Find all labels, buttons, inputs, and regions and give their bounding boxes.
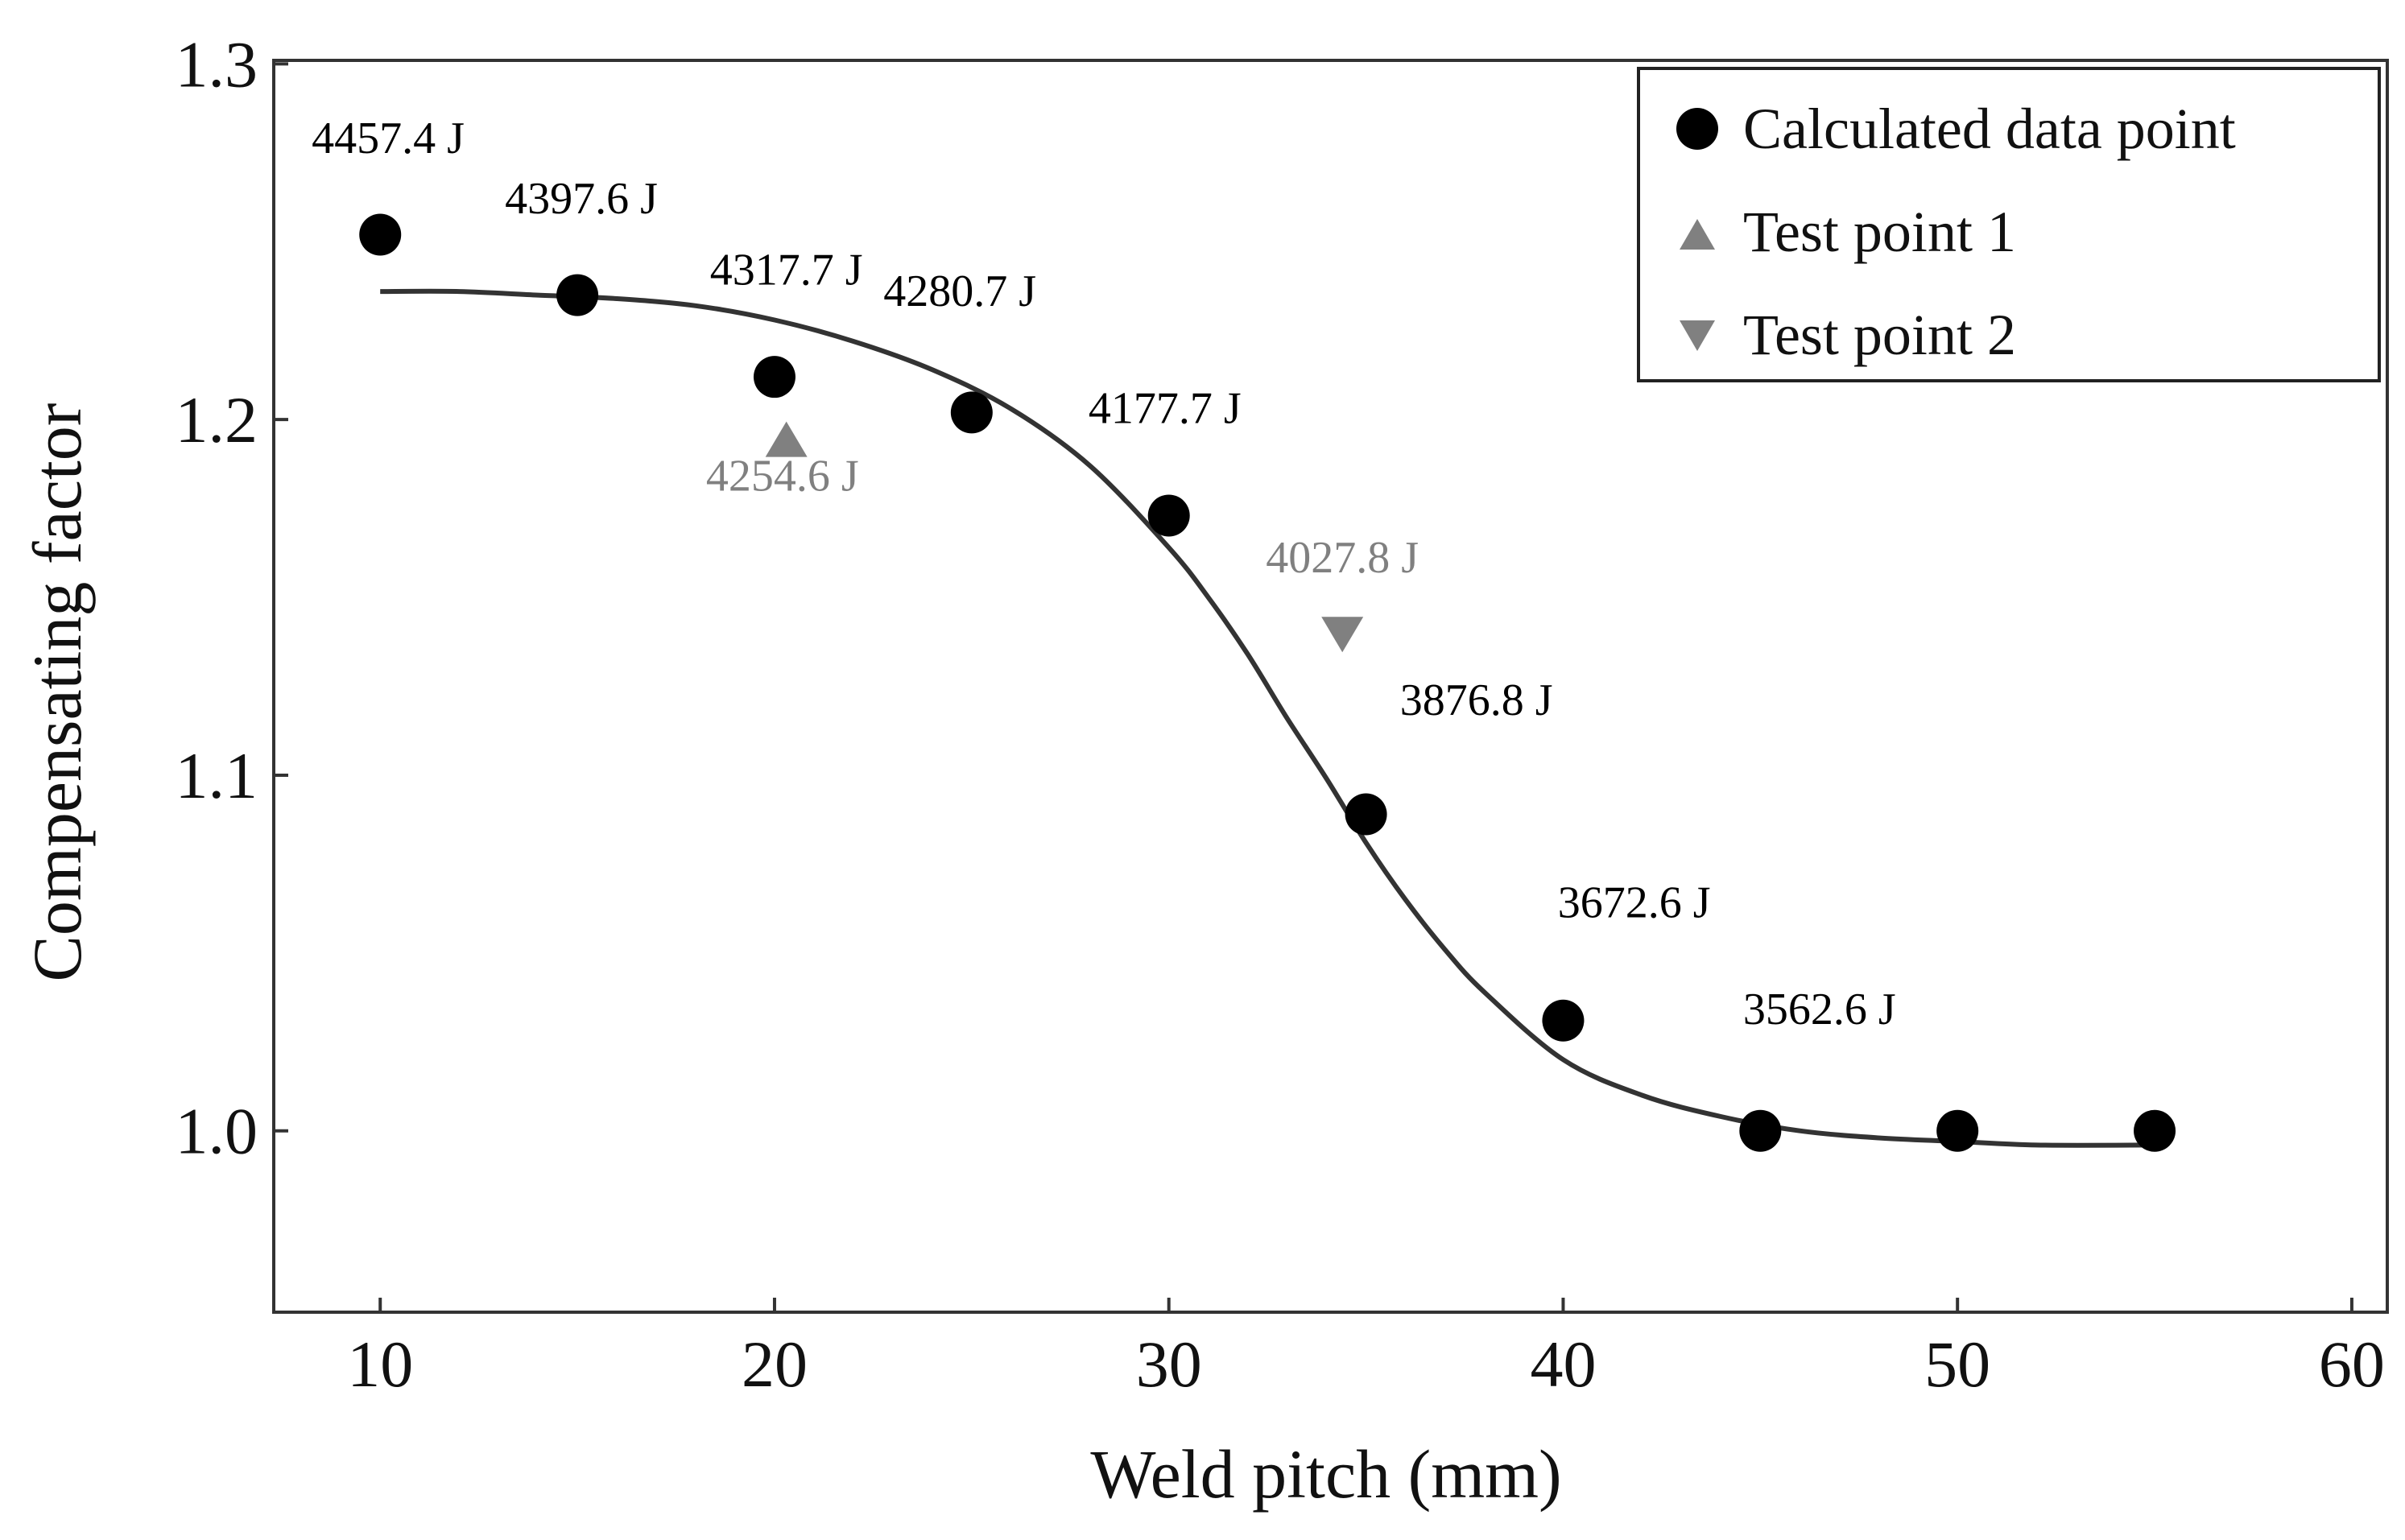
data-label: 4027.8 J — [1266, 533, 1419, 583]
y-tick-label: 1.1 — [176, 739, 258, 812]
data-point-calculated — [1936, 1109, 1979, 1152]
data-label: 3876.8 J — [1400, 675, 1553, 725]
x-tick-label: 30 — [1136, 1327, 1202, 1401]
x-tick-label: 10 — [347, 1327, 413, 1401]
data-label: 4457.4 J — [312, 114, 465, 163]
data-point-calculated — [1739, 1109, 1782, 1152]
legend-marker-calculated — [1676, 108, 1718, 150]
data-point-calculated — [2134, 1109, 2176, 1152]
x-axis-label: Weld pitch (mm) — [1090, 1435, 1561, 1513]
legend-marker-test-point-2 — [1680, 320, 1715, 351]
legend-box — [1637, 67, 2381, 382]
data-point-test-2 — [1321, 617, 1364, 653]
x-tick-label: 20 — [742, 1327, 808, 1401]
data-point-calculated — [556, 274, 599, 316]
legend-marker-test-point-1 — [1680, 219, 1715, 250]
y-tick-label: 1.0 — [176, 1095, 258, 1168]
data-labels-layer: 4457.4 J 4397.6 J 4317.7 J 4280.7 J 4177.7 J… — [312, 114, 1896, 1034]
axis-ticks: 10 20 30 40 50 60 1.0 1.1 1.2 1.3 — [176, 27, 2385, 1401]
data-label: 3562.6 J — [1743, 985, 1896, 1034]
data-label: 4177.7 J — [1089, 384, 1242, 434]
data-label: 3672.6 J — [1558, 878, 1711, 928]
data-label: 4317.7 J — [710, 245, 863, 295]
data-point-calculated — [359, 213, 402, 256]
fit-curve-layer — [380, 288, 2155, 1148]
data-point-calculated — [1147, 494, 1190, 537]
data-label: 4280.7 J — [883, 266, 1036, 316]
data-point-calculated — [1542, 999, 1585, 1042]
plot-frame — [272, 59, 2389, 1314]
data-point-calculated — [950, 391, 993, 434]
y-tick-label: 1.3 — [176, 27, 258, 101]
data-points-layer — [359, 213, 2176, 1152]
y-axis-label: Compensating factor — [19, 403, 96, 982]
legend-label-test-point-1: Test point 1 — [1743, 200, 2016, 264]
data-point-test-1 — [765, 421, 808, 457]
fit-curve-line — [380, 288, 2155, 1148]
y-tick-label: 1.2 — [176, 383, 258, 456]
legend: Calculated data point Test point 1 Test … — [1637, 67, 2381, 382]
data-point-calculated — [753, 356, 795, 398]
legend-label-calculated: Calculated data point — [1743, 97, 2236, 161]
data-point-calculated — [1345, 793, 1387, 836]
legend-label-test-point-2: Test point 2 — [1743, 303, 2016, 367]
data-label: 4254.6 J — [706, 452, 859, 502]
x-tick-label: 40 — [1530, 1327, 1596, 1401]
x-tick-label: 60 — [2319, 1327, 2385, 1401]
x-tick-label: 50 — [1924, 1327, 1990, 1401]
data-label: 4397.6 J — [505, 174, 658, 224]
